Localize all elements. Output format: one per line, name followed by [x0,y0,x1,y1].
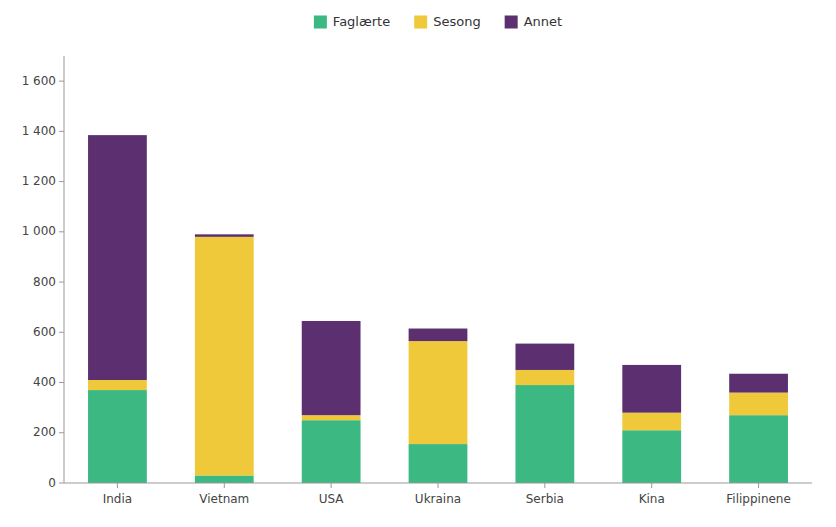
x-tick-label: Filippinene [726,492,791,506]
legend-item: Annet [505,14,562,29]
x-tick [224,483,225,488]
x-tick [438,483,439,488]
bar-segment [409,329,468,342]
y-tick-label: 1 400 [22,124,56,138]
bar-segment [729,415,788,483]
chart-container: 0 200 400 600 800 1 000 1 200 1 400 1 600 India Vi… [0,0,836,527]
y-tick [59,131,64,132]
bars [88,135,788,483]
y-tick-label: 1 000 [22,224,56,238]
y-tick-label: 1 600 [22,74,56,88]
x-tick-label: Ukraina [415,492,461,506]
bar-segment [515,385,574,483]
x-tick [331,483,332,488]
bar-segment [622,413,681,431]
bar-segment [88,380,147,390]
x-tick [117,483,118,488]
legend-item: Faglærte [314,14,390,29]
bar-segment [515,344,574,370]
bar-segment [88,135,147,380]
legend-item: Sesong [414,14,480,29]
legend-swatch [414,16,427,29]
y-axis-line [64,56,65,483]
bar-segment [729,374,788,393]
x-tick-label: USA [319,492,345,506]
bar-segment [302,415,361,420]
y-tick [59,282,64,283]
y-tick [59,231,64,232]
x-tick-label: India [103,492,132,506]
y-tick [59,81,64,82]
x-tick-label: Serbia [526,492,564,506]
bar-segment [622,365,681,413]
y-tick-label: 1 200 [22,174,56,188]
legend: Faglærte Sesong Annet [314,14,562,29]
x-tick-label: Vietnam [199,492,249,506]
legend-label: Sesong [433,14,480,29]
y-tick [59,432,64,433]
legend-label: Faglærte [333,14,390,29]
bar-segment [195,237,254,476]
y-tick-label: 200 [33,425,56,439]
y-tick [59,483,64,484]
bar-segment [409,341,468,444]
y-tick-label: 400 [33,375,56,389]
x-tick-label: Kina [639,492,665,506]
bar-segment [622,430,681,483]
bar-segment [302,321,361,415]
x-tick [758,483,759,488]
chart: 0 200 400 600 800 1 000 1 200 1 400 1 600 India Vi… [0,0,836,527]
y-tick-label: 0 [48,476,56,490]
y-axis: 0 200 400 600 800 1 000 1 200 1 400 1 600 [22,56,64,490]
y-tick [59,332,64,333]
legend-label: Annet [524,14,562,29]
y-tick-label: 800 [33,275,56,289]
bar-segment [515,370,574,385]
legend-swatch [314,16,327,29]
bar-segment [88,390,147,483]
x-tick [651,483,652,488]
y-tick-label: 600 [33,325,56,339]
y-tick [59,382,64,383]
bar-segment [195,475,254,483]
x-tick [544,483,545,488]
y-tick [59,181,64,182]
legend-swatch [505,16,518,29]
x-axis: India Vietnam USA Ukraina Serbia Kina Filippin… [64,483,812,506]
bar-segment [195,234,254,237]
bar-segment [302,420,361,483]
bar-segment [729,393,788,416]
bar-segment [409,444,468,483]
